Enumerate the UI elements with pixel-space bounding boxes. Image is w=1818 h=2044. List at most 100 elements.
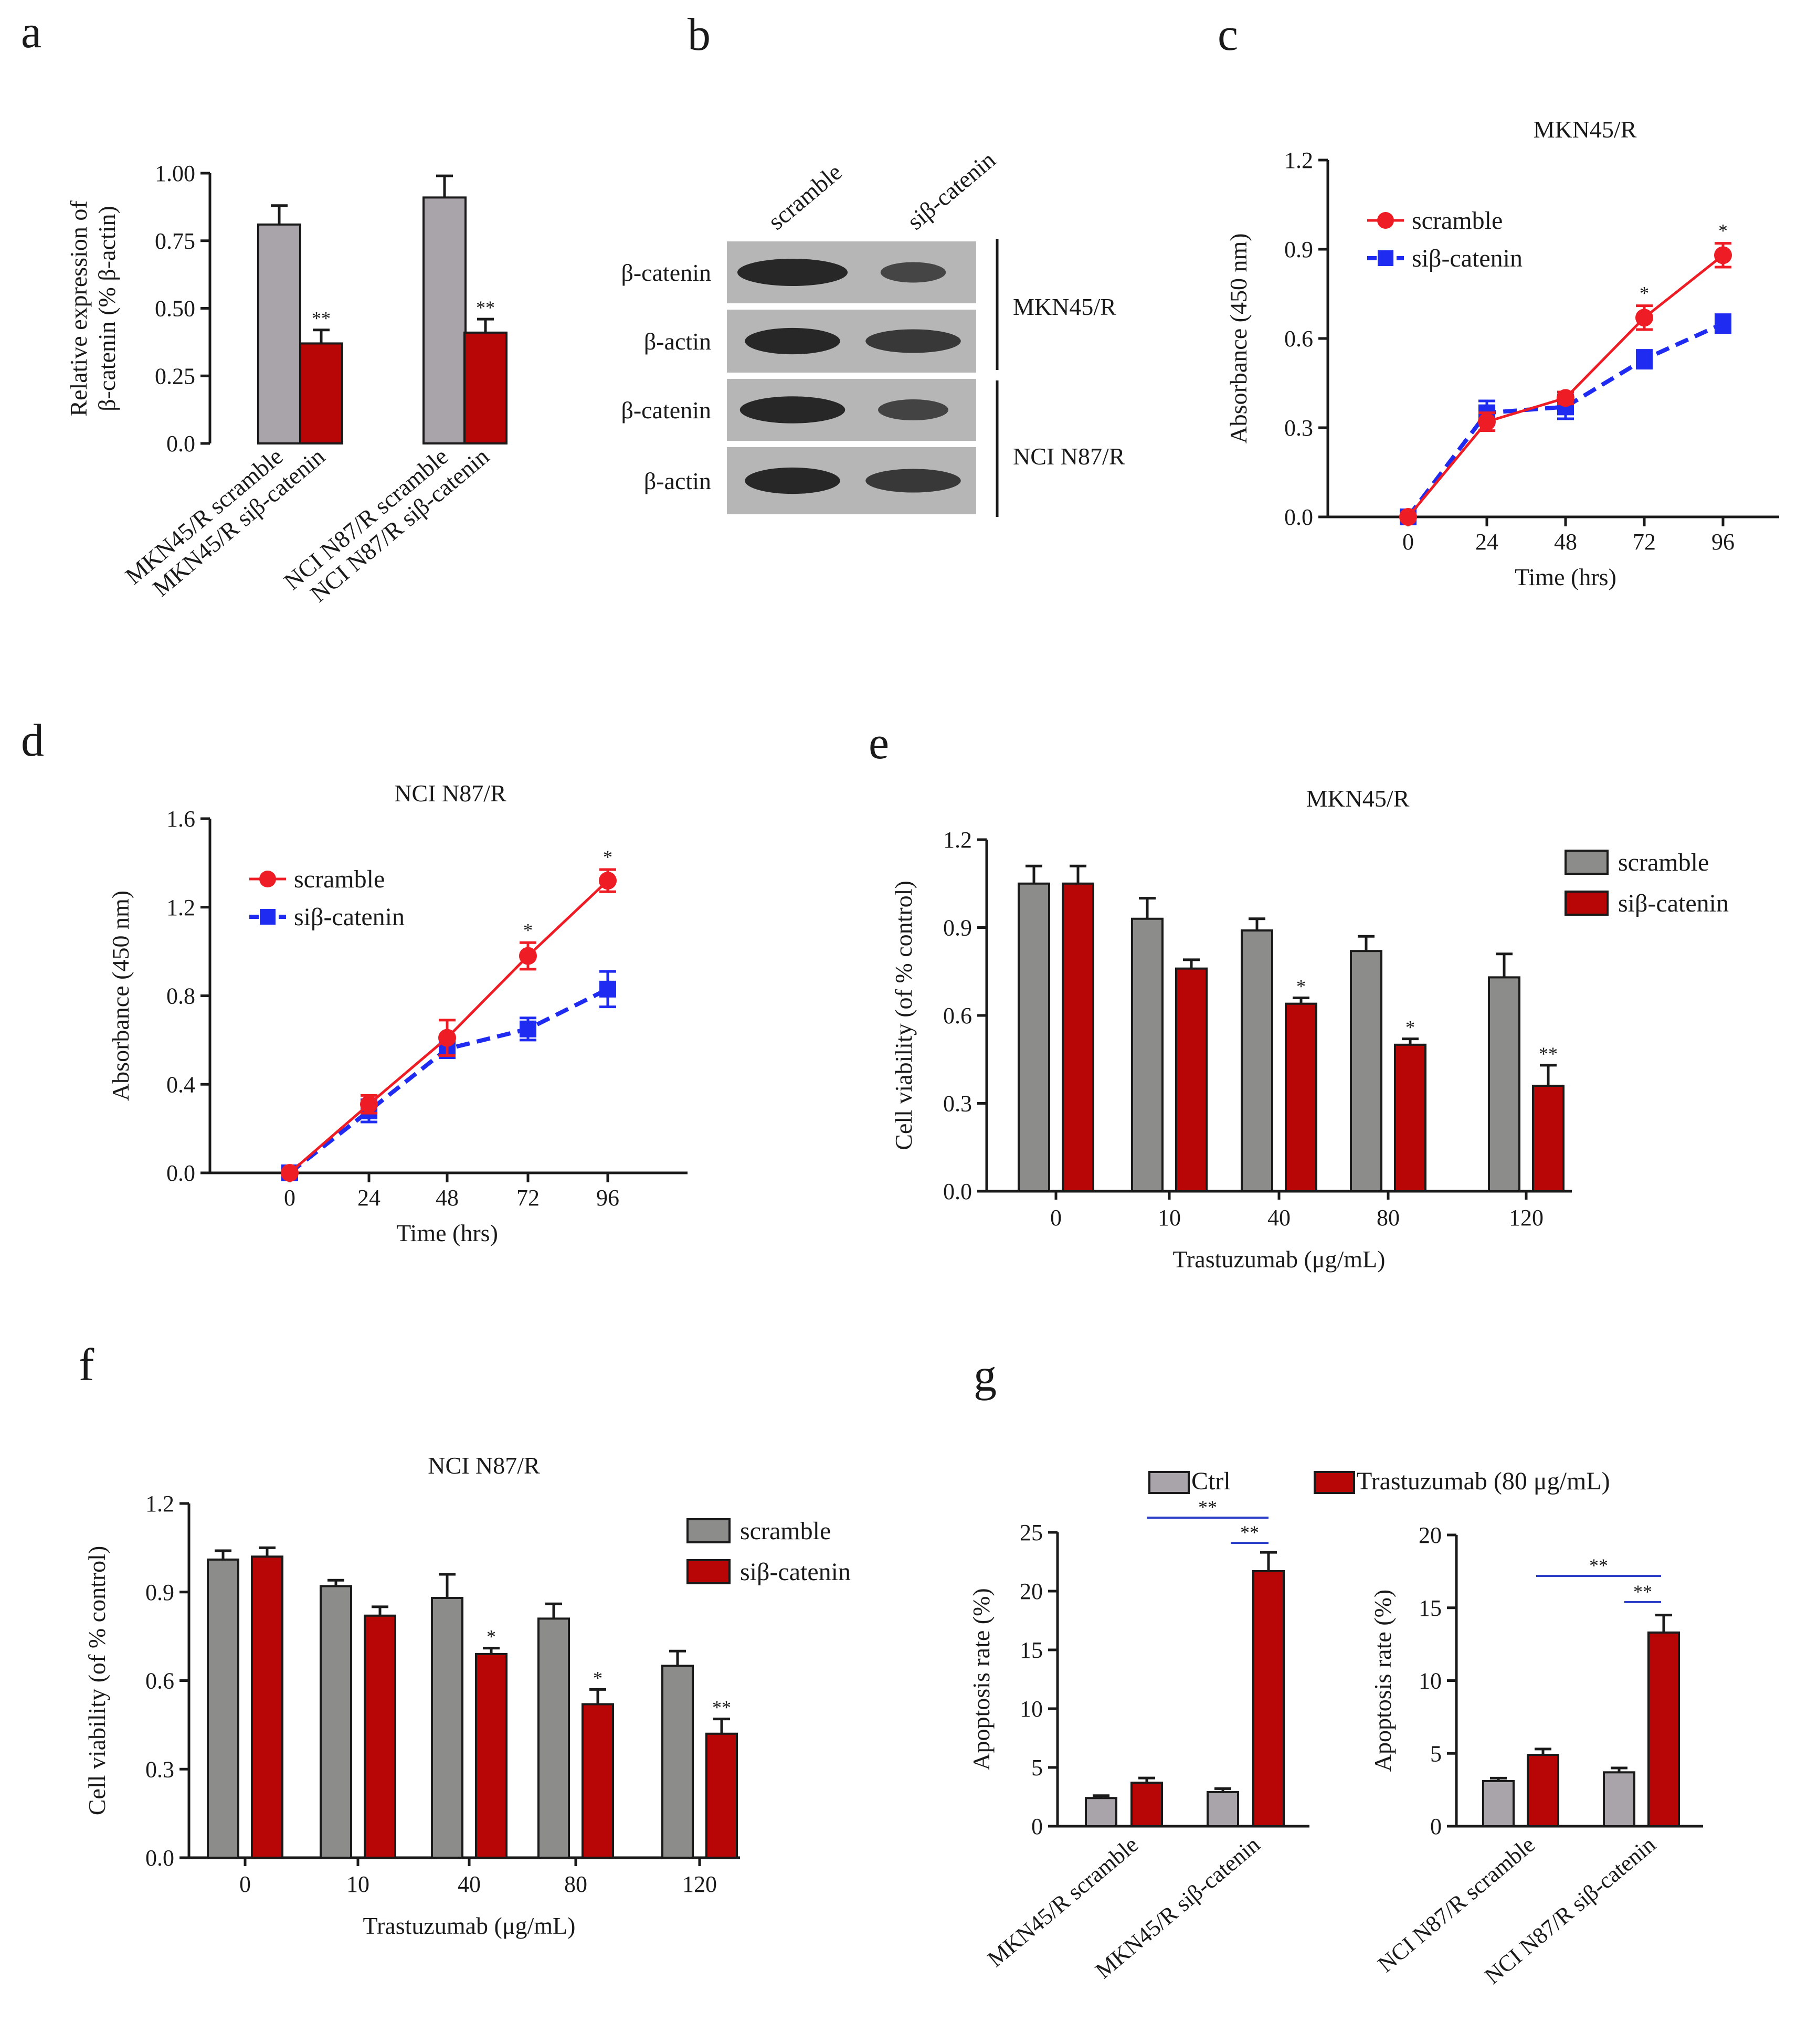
x-tick-label: 0 <box>284 1185 295 1211</box>
blot-band <box>745 467 840 494</box>
legend-swatch <box>1565 850 1609 875</box>
chart-title: NCI N87/R <box>428 1452 540 1479</box>
legend-label: scramble <box>294 865 385 893</box>
x-tick-label: 48 <box>1554 529 1577 555</box>
panel-d: d NCI N87/R 0.0 0.4 0.8 1.2 1.6 0 24 48 72 96 Time (… <box>21 715 688 1246</box>
bar <box>1532 1085 1565 1192</box>
bar <box>431 1597 463 1859</box>
y-tick-label: 0.25 <box>155 363 195 389</box>
bar <box>1285 1002 1317 1192</box>
data-point <box>1399 508 1417 526</box>
x-tick-label: 48 <box>436 1185 459 1211</box>
x-tick-label: 72 <box>1633 529 1656 555</box>
data-point <box>520 1020 536 1037</box>
bar <box>1252 1570 1285 1827</box>
y-axis-label: Apoptosis rate (%) <box>968 1588 995 1770</box>
data-point <box>519 947 537 965</box>
x-axis-label: Time (hrs) <box>396 1220 498 1246</box>
bar <box>1085 1797 1117 1827</box>
significance-marker: * <box>1640 283 1649 304</box>
significance-marker: ** <box>312 308 331 329</box>
legend-label: scramble <box>1412 207 1503 235</box>
legend-swatch <box>1314 1471 1355 1494</box>
y-tick-label: 0.50 <box>155 296 195 322</box>
legend-marker <box>260 909 276 925</box>
significance-marker: * <box>1296 976 1306 997</box>
legend-swatch <box>1148 1471 1190 1494</box>
x-tick-label: 120 <box>1509 1205 1544 1231</box>
x-tick-label: 96 <box>596 1185 619 1211</box>
panel-f: f NCI N87/R 0.0 0.3 0.6 0.9 1.2 0 10 40 * 80 * 120 ** T… <box>79 1340 851 1939</box>
significance-marker: * <box>1718 220 1728 241</box>
x-tick-label: 72 <box>516 1185 540 1211</box>
panel-letter-g: g <box>974 1350 997 1401</box>
panel-letter-e: e <box>869 718 889 769</box>
blot-row-label: β-catenin <box>621 259 711 286</box>
y-tick-label: 0.4 <box>166 1072 195 1097</box>
y-tick-label: 0.0 <box>166 431 195 457</box>
chart-title: MKN45/R <box>1306 785 1410 812</box>
bar <box>320 1585 352 1859</box>
y-tick-label: 0.3 <box>1284 415 1313 441</box>
bar <box>1350 950 1382 1192</box>
y-tick-label: 0.9 <box>145 1580 174 1605</box>
legend-label: siβ-catenin <box>294 903 405 931</box>
legend-label: siβ-catenin <box>740 1558 851 1586</box>
legend-label: siβ-catenin <box>1412 245 1523 272</box>
bar <box>705 1732 738 1859</box>
y-axis-label: Absorbance (450 nm) <box>1225 233 1252 443</box>
bar <box>582 1703 614 1859</box>
data-point <box>1715 315 1731 332</box>
legend-label: scramble <box>740 1517 831 1545</box>
significance-marker: * <box>593 1667 603 1688</box>
bar <box>463 331 508 444</box>
blot-row-label: β-catenin <box>621 397 711 423</box>
x-tick-label: 80 <box>564 1871 587 1897</box>
y-axis-label: Cell viability (of % control) <box>83 1546 110 1816</box>
legend-swatch <box>686 1518 731 1543</box>
y-tick-label: 0.6 <box>145 1668 174 1694</box>
y-tick-label: 0.9 <box>943 915 972 941</box>
bar <box>1603 1771 1635 1827</box>
y-axis-label: Relative expression ofβ-catenin (% β-act… <box>65 200 120 417</box>
blot-row-label: β-actin <box>644 328 711 355</box>
y-tick-label: 1.2 <box>943 827 972 853</box>
panel-e: e MKN45/R 0.0 0.3 0.6 0.9 1.2 0 10 40 * 80 * 120 ** Tra… <box>869 718 1729 1273</box>
x-tick-label: 10 <box>1158 1205 1181 1231</box>
y-axis-label: Absorbance (450 nm) <box>107 891 134 1101</box>
comparison-label: ** <box>1198 1497 1217 1518</box>
x-tick-label: 40 <box>458 1871 481 1897</box>
y-tick-label: 15 <box>1419 1595 1442 1621</box>
panel-letter-b: b <box>688 9 711 60</box>
y-tick-label: 0.0 <box>166 1160 195 1186</box>
panel-letter-d: d <box>21 715 44 766</box>
x-tick-label: 0 <box>1050 1205 1062 1231</box>
bar <box>1482 1780 1515 1828</box>
bar <box>422 196 467 444</box>
comparison-label: ** <box>1633 1581 1652 1602</box>
panel-g-legend: Ctrl Trastuzumab (80 μg/mL) <box>1148 1467 1610 1495</box>
y-axis-label-line: Relative expression of <box>65 200 92 417</box>
y-tick-label: 0.75 <box>155 228 195 254</box>
bar <box>537 1617 570 1859</box>
chart-title: NCI N87/R <box>394 780 506 807</box>
bar <box>1241 929 1273 1193</box>
bar <box>1062 882 1094 1192</box>
legend-label: Trastuzumab (80 μg/mL) <box>1357 1467 1610 1495</box>
data-point <box>599 980 616 998</box>
bar <box>251 1555 283 1859</box>
x-axis-label: Trastuzumab (μg/mL) <box>363 1912 576 1939</box>
significance-marker: ** <box>712 1697 731 1718</box>
panel-letter-f: f <box>79 1340 94 1391</box>
bar <box>364 1614 396 1859</box>
y-axis-label: Apoptosis rate (%) <box>1369 1590 1396 1772</box>
bar <box>299 342 343 445</box>
y-tick-label: 5 <box>1430 1741 1442 1766</box>
y-axis-label: Cell viability (of % control) <box>890 881 917 1150</box>
data-point <box>1635 309 1653 327</box>
y-tick-label: 0.0 <box>943 1179 972 1204</box>
legend-marker <box>1377 212 1394 229</box>
significance-marker: * <box>487 1626 496 1647</box>
bar <box>1018 882 1050 1192</box>
